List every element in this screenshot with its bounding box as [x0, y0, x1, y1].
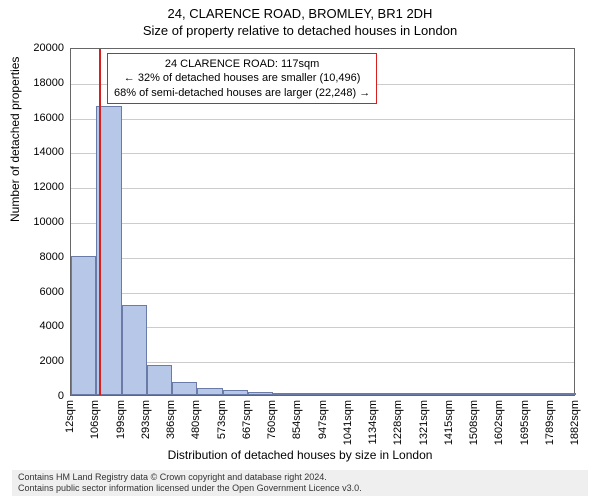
annotation-box: 24 CLARENCE ROAD: 117sqm ← 32% of detach…: [107, 53, 377, 104]
plot-area: 24 CLARENCE ROAD: 117sqm ← 32% of detach…: [70, 48, 575, 396]
annotation-line3: 68% of semi-detached houses are larger (…: [114, 86, 370, 100]
y-tick-label: 14000: [0, 146, 64, 158]
x-tick-label: 947sqm: [323, 361, 335, 400]
y-tick-label: 2000: [0, 355, 64, 367]
footer-line2: Contains public sector information licen…: [18, 483, 582, 494]
annotation-line2: ← 32% of detached houses are smaller (10…: [114, 71, 370, 85]
x-tick-label: 386sqm: [171, 361, 183, 400]
y-tick-label: 6000: [0, 286, 64, 298]
footer-line1: Contains HM Land Registry data © Crown c…: [18, 472, 582, 483]
gridline-h: [71, 293, 574, 294]
y-tick-label: 18000: [0, 77, 64, 89]
annotation-line1: 24 CLARENCE ROAD: 117sqm: [114, 57, 370, 71]
chart-title-line1: 24, CLARENCE ROAD, BROMLEY, BR1 2DH: [0, 0, 600, 21]
x-tick-label: 1415sqm: [449, 355, 461, 400]
x-tick-label: 1041sqm: [348, 355, 360, 400]
x-tick-label: 1882sqm: [575, 355, 587, 400]
x-tick-label: 573sqm: [222, 361, 234, 400]
x-tick-label: 1695sqm: [525, 355, 537, 400]
y-tick-label: 10000: [0, 216, 64, 228]
gridline-h: [71, 258, 574, 259]
gridline-h: [71, 223, 574, 224]
x-tick-label: 1789sqm: [550, 355, 562, 400]
x-tick-label: 293sqm: [146, 361, 158, 400]
y-tick-label: 8000: [0, 251, 64, 263]
x-tick-label: 12sqm: [70, 367, 82, 400]
x-tick-label: 1321sqm: [424, 355, 436, 400]
footer: Contains HM Land Registry data © Crown c…: [12, 470, 588, 496]
x-tick-label: 760sqm: [272, 361, 284, 400]
x-axis-label: Distribution of detached houses by size …: [0, 448, 600, 462]
gridline-h: [71, 119, 574, 120]
x-tick-label: 667sqm: [247, 361, 259, 400]
x-tick-label: 1508sqm: [474, 355, 486, 400]
x-tick-label: 480sqm: [196, 361, 208, 400]
marker-line: [99, 49, 101, 395]
y-tick-label: 0: [0, 390, 64, 402]
x-tick-label: 199sqm: [121, 361, 133, 400]
y-tick-label: 20000: [0, 42, 64, 54]
chart-title-line2: Size of property relative to detached ho…: [0, 21, 600, 38]
y-tick-label: 16000: [0, 112, 64, 124]
y-tick-label: 12000: [0, 181, 64, 193]
gridline-h: [71, 153, 574, 154]
y-tick-label: 4000: [0, 320, 64, 332]
x-tick-label: 854sqm: [297, 361, 309, 400]
x-tick-label: 1134sqm: [373, 356, 385, 400]
x-tick-label: 1602sqm: [499, 355, 511, 400]
x-tick-label: 1228sqm: [398, 355, 410, 400]
x-tick-label: 106sqm: [95, 361, 107, 400]
gridline-h: [71, 188, 574, 189]
chart-container: 24, CLARENCE ROAD, BROMLEY, BR1 2DH Size…: [0, 0, 600, 500]
